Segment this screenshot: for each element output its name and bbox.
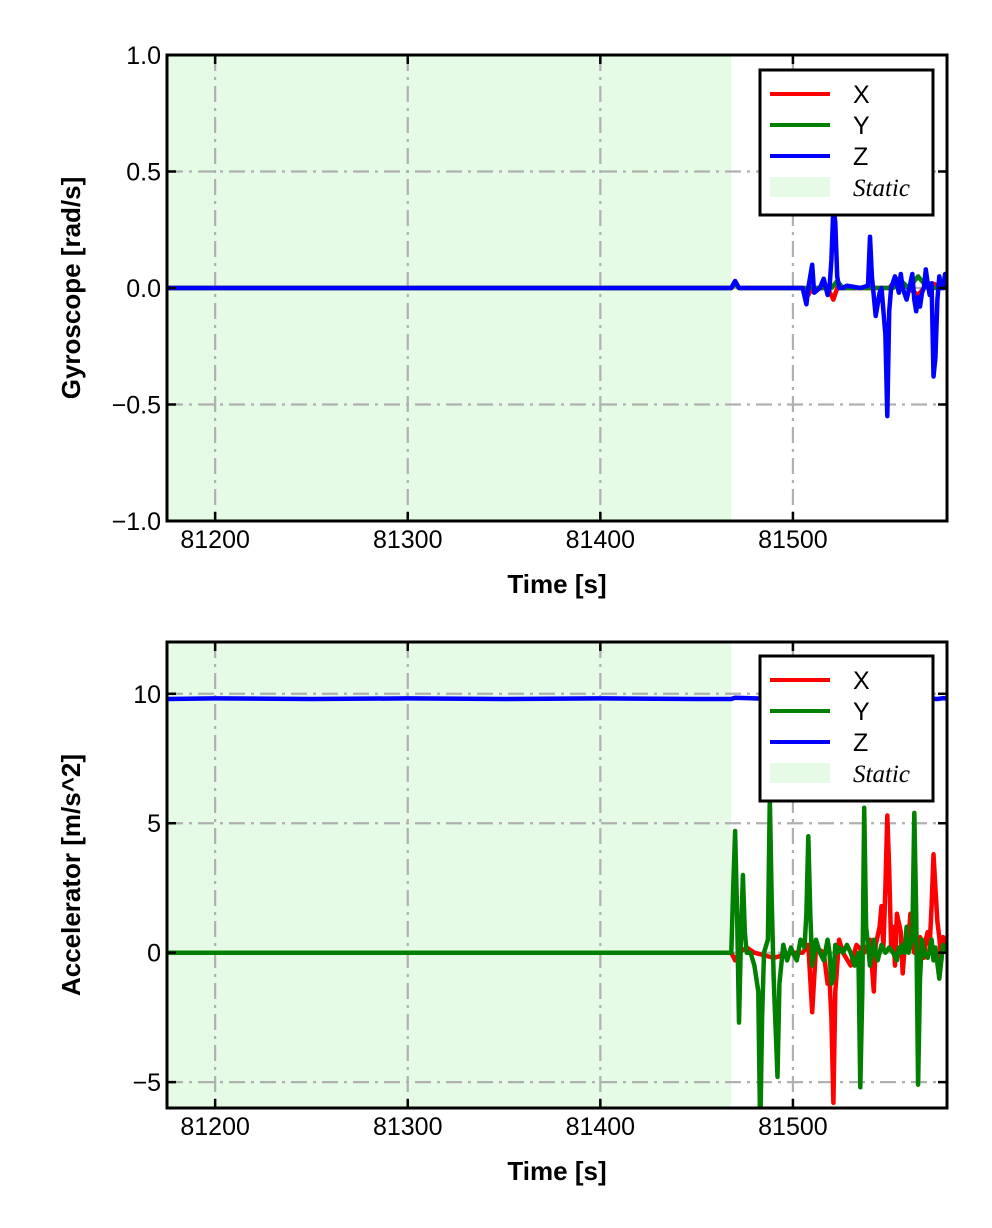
legend-swatch-static (770, 763, 830, 783)
y-tick-label: 0.5 (126, 159, 161, 187)
y-tick-label: −0.5 (112, 392, 161, 420)
series-line-y (167, 795, 947, 1108)
x-tick-label: 81300 (373, 526, 443, 554)
legend-label-z: Z (853, 143, 868, 171)
x-tick-label: 81200 (180, 526, 250, 554)
series-line-x (167, 813, 947, 1106)
accelerometer-panel: 81200 81300 81400 81500 10 5 0 −5 Time [s] Accele… (56, 640, 949, 1186)
x-tick-label: 81200 (180, 1113, 250, 1141)
y-tick-label: 5 (147, 810, 161, 838)
y-tick-label: 1.0 (126, 42, 161, 70)
x-tick-label: 81400 (566, 526, 636, 554)
series-group (167, 204, 947, 419)
legend-label-x: X (853, 81, 870, 109)
x-tick-label: 81500 (758, 1113, 828, 1141)
static-region (167, 642, 732, 1108)
legend: XYZ Static (758, 68, 935, 217)
axes-frame (165, 640, 949, 1110)
legend-label-static: Static (853, 761, 910, 788)
y-axis-label: Accelerator [m/s^2] (56, 754, 86, 996)
y-tick-label: 0.0 (126, 275, 161, 303)
legend-label-z: Z (853, 729, 868, 757)
y-tick-label: 0 (147, 940, 161, 968)
y-tick-label: −5 (132, 1069, 161, 1097)
legend-label-x: X (853, 667, 870, 695)
x-tick-label: 81500 (758, 526, 828, 554)
x-axis-label: Time [s] (507, 1156, 606, 1186)
legend-label-y: Y (853, 112, 870, 140)
x-axis-label: Time [s] (507, 569, 606, 599)
legend-swatch-static (770, 177, 830, 197)
series-line-z (167, 204, 947, 419)
y-tick-label: −1.0 (112, 508, 161, 536)
legend: XYZ Static (758, 654, 935, 803)
gyroscope-panel: 81200 81300 81400 81500 1.0 0.5 0.0 −0.5 −1.0 Tim… (56, 42, 949, 599)
x-tick-label: 81300 (373, 1113, 443, 1141)
x-tick-label: 81400 (566, 1113, 636, 1141)
y-tick-label: 10 (133, 681, 161, 709)
legend-label-static: Static (853, 175, 910, 202)
legend-label-y: Y (853, 698, 870, 726)
y-axis-label: Gyroscope [rad/s] (56, 177, 86, 400)
